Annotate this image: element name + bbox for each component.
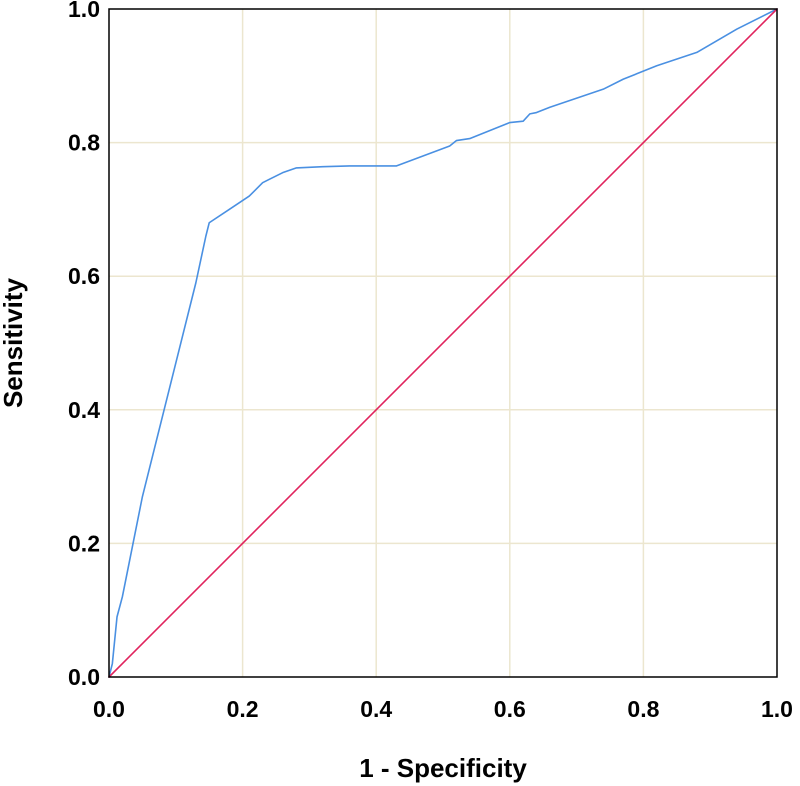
y-tick-label: 0.8 <box>68 130 100 156</box>
y-tick-label: 0.4 <box>68 397 100 423</box>
x-tick-label: 0.2 <box>227 696 259 722</box>
y-tick-labels: 0.0 0.2 0.4 0.6 0.8 1.0 <box>68 0 100 690</box>
x-tick-label: 0.8 <box>627 696 659 722</box>
y-tick-label: 0.6 <box>68 263 100 289</box>
y-tick-label: 0.0 <box>68 664 100 690</box>
x-axis-title: 1 - Specificity <box>359 753 527 783</box>
x-tick-label: 0.4 <box>360 696 392 722</box>
roc-curve-line <box>108 8 778 678</box>
y-axis-title: Sensitivity <box>0 277 28 408</box>
y-tick-label: 1.0 <box>68 0 100 22</box>
plot-border <box>108 8 778 678</box>
x-tick-label: 0.0 <box>93 696 125 722</box>
y-tick-label: 0.2 <box>68 530 100 556</box>
grid-lines <box>109 9 777 677</box>
reference-diagonal-line <box>108 8 778 678</box>
x-tick-label: 0.6 <box>494 696 526 722</box>
x-tick-labels: 0.0 0.2 0.4 0.6 0.8 1.0 <box>93 696 793 722</box>
series-layer <box>108 8 778 678</box>
x-tick-label: 1.0 <box>761 696 793 722</box>
